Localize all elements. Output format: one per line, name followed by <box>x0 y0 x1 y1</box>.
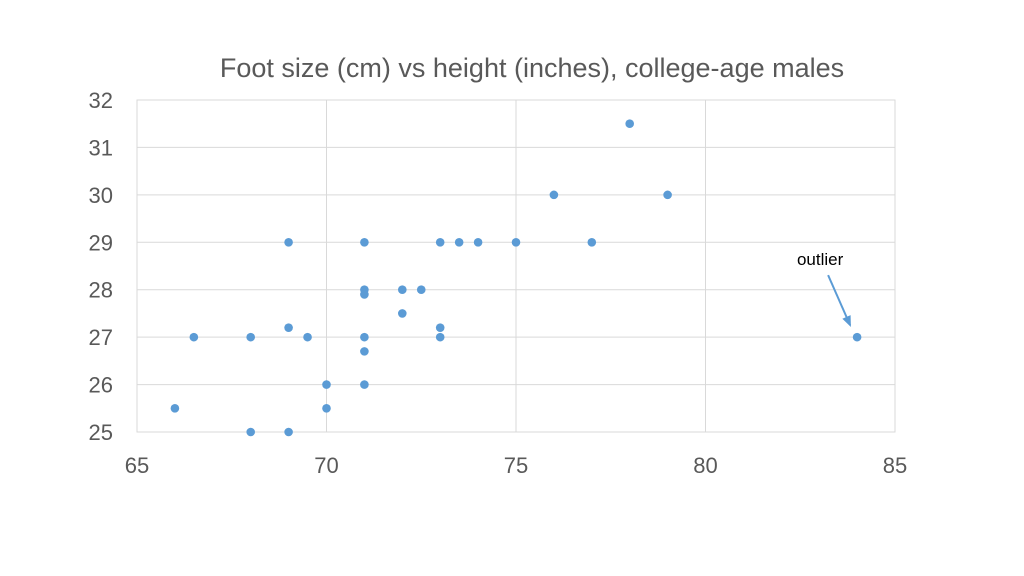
data-point <box>398 309 407 318</box>
data-point <box>360 290 369 299</box>
data-point <box>284 237 293 247</box>
y-tick-label: 29 <box>89 230 113 255</box>
data-point <box>284 323 293 332</box>
x-tick-label: 65 <box>125 453 149 478</box>
y-tick-label: 30 <box>89 183 113 208</box>
data-point <box>852 332 862 342</box>
data-point <box>246 427 255 437</box>
x-tick-label: 85 <box>883 453 907 478</box>
x-tick-label: 70 <box>314 453 338 478</box>
y-tick-label: 31 <box>89 135 113 160</box>
data-point <box>322 403 331 413</box>
data-point <box>303 332 312 342</box>
data-point <box>549 190 559 200</box>
y-tick-label: 32 <box>89 88 113 113</box>
data-points <box>170 119 862 437</box>
y-tick-label: 26 <box>89 373 113 398</box>
data-point <box>246 332 255 342</box>
x-tick-label: 75 <box>504 453 528 478</box>
data-point <box>284 427 293 437</box>
chart-title: Foot size (cm) vs height (inches), colle… <box>220 53 844 83</box>
data-point <box>360 347 369 356</box>
data-point <box>473 237 483 247</box>
data-point <box>189 332 199 342</box>
data-point <box>435 332 445 342</box>
data-point <box>398 285 407 295</box>
data-point <box>454 237 464 247</box>
data-point <box>416 285 426 295</box>
data-point <box>360 332 369 342</box>
data-point <box>170 403 180 413</box>
data-point <box>360 237 369 247</box>
annotations: outlier <box>797 250 852 327</box>
data-point <box>511 237 521 247</box>
x-axis-ticks: 65 70 75 80 85 <box>125 453 907 478</box>
data-point <box>322 380 331 389</box>
plot-area-border <box>136 99 896 433</box>
y-tick-label: 27 <box>89 325 113 350</box>
data-point <box>625 119 634 129</box>
y-tick-label: 25 <box>89 420 113 445</box>
grid-lines <box>136 99 896 433</box>
y-tick-label: 28 <box>89 278 113 303</box>
x-tick-label: 80 <box>693 453 717 478</box>
data-point <box>663 190 672 200</box>
y-axis-ticks: 25 26 27 28 29 30 31 32 <box>89 88 113 445</box>
data-point <box>587 237 597 247</box>
annotation-arrow-line <box>827 274 852 326</box>
annotation-arrow-head <box>842 315 851 327</box>
outlier-label: outlier <box>797 250 844 269</box>
data-point <box>435 237 445 247</box>
data-point <box>360 380 369 389</box>
data-point <box>435 323 445 332</box>
